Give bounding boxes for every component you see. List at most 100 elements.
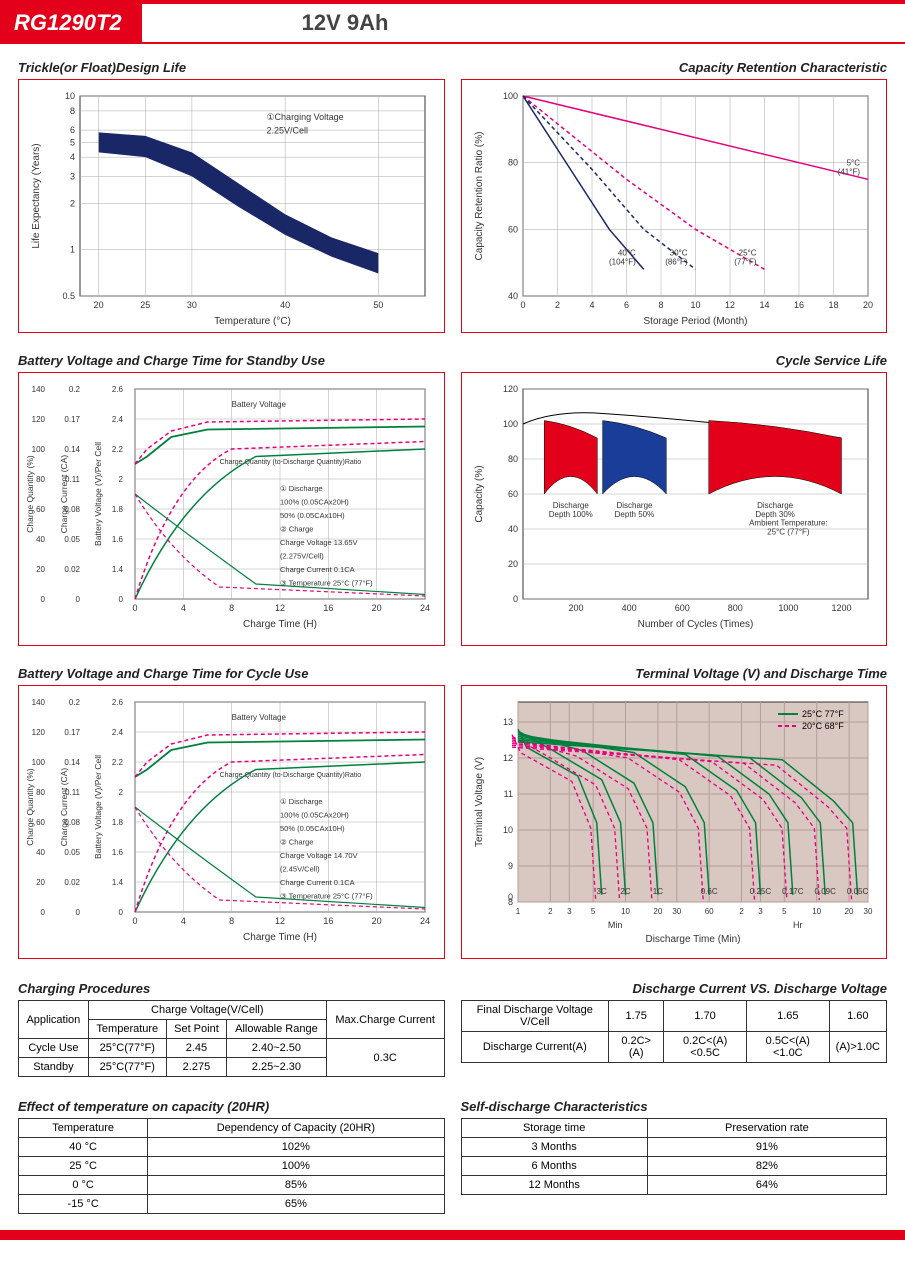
charging-proc-table: ApplicationCharge Voltage(V/Cell)Max.Cha… [18, 1000, 445, 1077]
svg-text:2: 2 [739, 907, 744, 916]
svg-text:0.09C: 0.09C [814, 887, 836, 896]
svg-text:(104°F): (104°F) [608, 257, 635, 266]
svg-text:(77°F): (77°F) [734, 257, 757, 266]
svg-text:1C: 1C [652, 887, 662, 896]
svg-text:2: 2 [554, 300, 559, 310]
svg-text:0: 0 [119, 908, 124, 917]
trickle-chart: 20253040500.5123456810①Charging Voltage2… [25, 86, 435, 326]
svg-text:5: 5 [70, 137, 75, 147]
svg-text:1.8: 1.8 [112, 505, 124, 514]
svg-text:10: 10 [502, 825, 512, 835]
svg-text:0: 0 [41, 908, 46, 917]
svg-text:0.05: 0.05 [64, 535, 80, 544]
svg-text:(41°F): (41°F) [837, 167, 860, 176]
svg-text:0: 0 [507, 892, 512, 902]
svg-text:12: 12 [724, 300, 734, 310]
svg-text:① Discharge: ① Discharge [280, 797, 323, 806]
svg-text:Charge Voltage 13.65V: Charge Voltage 13.65V [280, 538, 358, 547]
svg-text:(2.275V/Cell): (2.275V/Cell) [280, 552, 324, 561]
svg-text:9: 9 [507, 861, 512, 871]
retention-title: Capacity Retention Characteristic [461, 60, 888, 75]
trickle-title: Trickle(or Float)Design Life [18, 60, 445, 75]
svg-text:50% (0.05CAx10H): 50% (0.05CAx10H) [280, 824, 345, 833]
svg-text:6: 6 [70, 125, 75, 135]
svg-text:0: 0 [132, 603, 137, 613]
standby-chart: 04812162024000200.021.4400.051.6600.081.… [25, 379, 435, 639]
svg-text:Charge Voltage 14.70V: Charge Voltage 14.70V [280, 851, 358, 860]
svg-text:80: 80 [36, 475, 45, 484]
footer-bar [0, 1230, 905, 1240]
svg-text:Temperature (°C): Temperature (°C) [214, 316, 291, 326]
svg-text:3: 3 [758, 907, 763, 916]
svg-text:60: 60 [704, 907, 713, 916]
svg-text:20: 20 [372, 916, 382, 926]
svg-text:100: 100 [32, 445, 46, 454]
svg-text:3: 3 [70, 171, 75, 181]
charging-proc-title: Charging Procedures [18, 981, 445, 996]
svg-text:0.17: 0.17 [64, 728, 80, 737]
svg-text:80: 80 [36, 788, 45, 797]
svg-text:16: 16 [323, 916, 333, 926]
svg-text:80: 80 [507, 454, 517, 464]
svg-text:40: 40 [507, 291, 517, 301]
svg-text:20°C 68°F: 20°C 68°F [802, 721, 844, 731]
svg-text:24: 24 [420, 603, 430, 613]
svg-text:2: 2 [119, 788, 124, 797]
svg-text:800: 800 [727, 603, 742, 613]
svg-text:Charge Quantity (%): Charge Quantity (%) [25, 768, 35, 846]
cycle-use-chart: 04812162024000200.021.4400.051.6600.081.… [25, 692, 435, 952]
svg-text:0.5: 0.5 [62, 291, 75, 301]
svg-text:60: 60 [36, 505, 45, 514]
svg-text:20: 20 [862, 300, 872, 310]
svg-text:1000: 1000 [778, 603, 798, 613]
svg-text:1.8: 1.8 [112, 818, 124, 827]
svg-text:0.14: 0.14 [64, 445, 80, 454]
svg-text:30: 30 [863, 907, 872, 916]
svg-text:Depth 100%: Depth 100% [548, 510, 592, 519]
header: RG1290T2 12V 9Ah [0, 0, 905, 44]
svg-text:2.25V/Cell: 2.25V/Cell [266, 126, 308, 136]
svg-text:Battery Voltage: Battery Voltage [232, 713, 287, 722]
svg-text:0.2: 0.2 [69, 698, 81, 707]
svg-text:Discharge: Discharge [616, 501, 653, 510]
svg-text:2.4: 2.4 [112, 415, 124, 424]
svg-text:①Charging Voltage: ①Charging Voltage [266, 112, 343, 122]
svg-text:3: 3 [567, 907, 572, 916]
svg-text:Discharge: Discharge [552, 501, 589, 510]
svg-text:2.4: 2.4 [112, 728, 124, 737]
svg-text:20: 20 [36, 565, 45, 574]
svg-text:600: 600 [674, 603, 689, 613]
svg-text:(2.45V/Cell): (2.45V/Cell) [280, 865, 320, 874]
retention-chart: 024681012141618204060801005°C(41°F)25°C(… [468, 86, 878, 326]
svg-text:5: 5 [782, 907, 787, 916]
svg-text:120: 120 [32, 728, 46, 737]
svg-text:1.4: 1.4 [112, 565, 124, 574]
svg-text:Charge Quantity (to-Discharge: Charge Quantity (to-Discharge Quantity)R… [220, 772, 362, 779]
svg-text:20: 20 [94, 300, 104, 310]
svg-text:1.4: 1.4 [112, 878, 124, 887]
svg-text:0: 0 [76, 595, 81, 604]
svg-text:0.17C: 0.17C [782, 887, 804, 896]
svg-text:120: 120 [502, 384, 517, 394]
discharge-vs-table: Final Discharge Voltage V/Cell1.751.701.… [461, 1000, 888, 1063]
self-discharge-title: Self-discharge Characteristics [461, 1099, 888, 1114]
svg-text:Storage Period (Month): Storage Period (Month) [643, 316, 747, 326]
svg-text:10: 10 [621, 907, 630, 916]
svg-text:400: 400 [621, 603, 636, 613]
svg-text:0: 0 [512, 594, 517, 604]
svg-text:(86°F): (86°F) [665, 257, 688, 266]
svg-text:0.05: 0.05 [64, 848, 80, 857]
svg-text:Min: Min [607, 920, 622, 930]
svg-text:140: 140 [32, 698, 46, 707]
standby-title: Battery Voltage and Charge Time for Stan… [18, 353, 445, 368]
svg-text:0.6C: 0.6C [700, 887, 717, 896]
svg-text:100: 100 [32, 758, 46, 767]
svg-text:40: 40 [36, 535, 45, 544]
svg-text:Terminal Voltage (V): Terminal Voltage (V) [474, 757, 485, 847]
svg-text:60: 60 [507, 489, 517, 499]
svg-text:2.6: 2.6 [112, 385, 124, 394]
svg-text:100% (0.05CAx20H): 100% (0.05CAx20H) [280, 811, 349, 820]
svg-text:Charge Current 0.1CA: Charge Current 0.1CA [280, 878, 355, 887]
spec-text: 12V 9Ah [302, 10, 389, 36]
svg-text:③ Temperature 25°C (77°F): ③ Temperature 25°C (77°F) [280, 579, 373, 588]
